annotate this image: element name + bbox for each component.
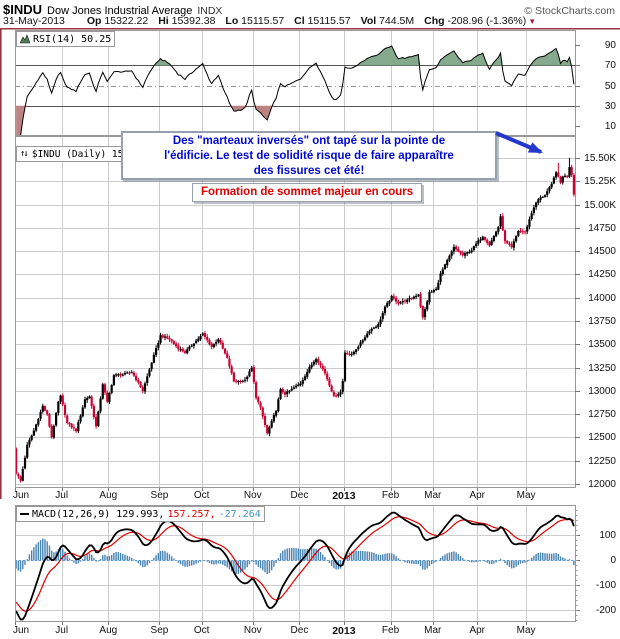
quote-volume: Vol 744.5M	[360, 15, 415, 27]
annotation-red-box: Formation de sommet majeur en cours	[192, 183, 423, 202]
month-label-main: May	[516, 490, 536, 501]
month-label-macd: Apr	[469, 625, 485, 636]
price-tick-label: 13250	[588, 362, 616, 374]
price-tick-label: 12750	[588, 409, 616, 421]
price-tick-label: 12000	[588, 478, 616, 490]
quote-low: Lo 15115.57	[225, 15, 285, 27]
macd-line-icon	[20, 513, 29, 515]
price-tick-label: 14500	[588, 246, 616, 258]
copyright: © StockCharts.com	[524, 5, 615, 17]
month-label-main: Nov	[243, 490, 262, 501]
quote-date: 31-May-2013	[3, 15, 65, 27]
exchange: INDX	[197, 5, 223, 17]
price-tick-label: 14750	[588, 222, 616, 234]
price-tick-label: 15.00K	[584, 199, 616, 211]
macd-hist-value: -27.264	[218, 508, 261, 520]
symbol-name: Dow Jones Industrial Average	[47, 5, 193, 17]
month-label-main: Apr	[469, 490, 485, 501]
macd-legend: MACD(12,26,9) 129.993, 157.257, -27.264	[16, 506, 265, 522]
month-label-macd: May	[516, 625, 536, 636]
month-label-macd: Sep	[150, 625, 169, 636]
macd-signal-value: 157.257,	[167, 508, 216, 520]
month-label-macd: Jun	[12, 625, 30, 636]
quote-change: Chg -208.96 (-1.36%) ▼	[424, 15, 537, 27]
macd-tick-label: 0	[610, 555, 616, 566]
price-tick-label: 13000	[588, 385, 616, 397]
price-tick-label: 13750	[588, 315, 616, 327]
month-label-macd: Mar	[424, 625, 442, 636]
annotation-blue-box: Des "marteaux inversés" ont tapé sur la …	[121, 131, 497, 180]
rsi-tick-label: 10	[604, 120, 616, 132]
rsi-tick-label: 70	[604, 60, 616, 72]
price-tick-label: 14000	[588, 292, 616, 304]
chart-header: $INDU Dow Jones Industrial Average INDX …	[3, 2, 615, 17]
month-label-macd: Nov	[243, 625, 262, 636]
rsi-tick-label: 90	[604, 40, 616, 52]
month-label-main: Aug	[99, 490, 118, 501]
macd-legend-label: MACD(12,26,9) 129.993,	[32, 508, 165, 520]
rsi-tick-label: 50	[604, 80, 616, 92]
month-label-main: Feb	[381, 490, 400, 501]
quote-row: 31-May-2013 Op 15322.22 Hi 15392.38 Lo 1…	[3, 15, 615, 27]
quote-open: Op 15322.22	[86, 15, 149, 27]
price-tick-label: 12500	[588, 432, 616, 444]
month-label-macd: 2013	[332, 625, 356, 637]
month-label-main: Oct	[193, 490, 210, 501]
price-tick-label: 13500	[588, 339, 616, 351]
month-label-macd: Dec	[290, 625, 309, 636]
price-tick-label: 15.50K	[584, 152, 616, 164]
symbol: $INDU	[3, 2, 43, 17]
month-label-macd: Oct	[193, 625, 210, 636]
change-down-icon: ▼	[528, 17, 537, 26]
month-label-main: Jul	[55, 490, 69, 501]
quote-high: Hi 15392.38	[158, 15, 216, 27]
month-label-main: Sep	[150, 490, 169, 501]
month-label-main: 2013	[332, 490, 356, 502]
rsi-area-icon	[20, 34, 30, 44]
price-tick-label: 15.25K	[584, 176, 616, 188]
month-label-macd: Feb	[381, 625, 400, 636]
rsi-legend-label: RSI(14) 50.25	[33, 33, 112, 45]
price-tick-label: 14250	[588, 269, 616, 281]
rsi-tick-label: 30	[604, 100, 616, 112]
month-label-main: Dec	[290, 490, 309, 501]
macd-tick-label: -200	[595, 605, 616, 616]
price-tick-label: 12250	[588, 455, 616, 467]
rsi-legend: RSI(14) 50.25	[16, 31, 116, 47]
month-label-main: Jun	[12, 490, 30, 501]
month-label-macd: Jul	[55, 625, 69, 636]
macd-tick-label: -100	[595, 580, 616, 591]
quote-close: Cl 15115.57	[294, 15, 351, 27]
month-label-macd: Aug	[99, 625, 118, 636]
month-label-main: Mar	[424, 490, 442, 501]
updown-arrows-icon: ↑↓	[20, 149, 29, 159]
macd-tick-label: 100	[599, 530, 616, 541]
